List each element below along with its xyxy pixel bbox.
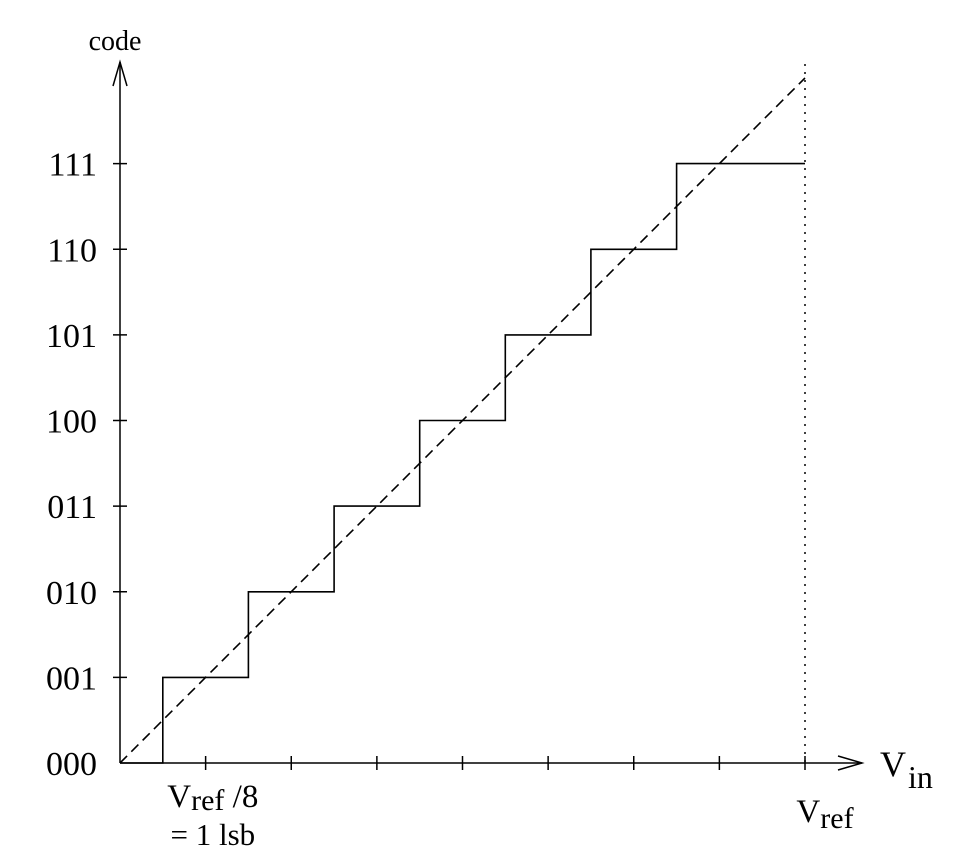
y-axis-title: code <box>89 26 142 57</box>
x-axis-title-main: V <box>880 744 906 784</box>
x-end-label-sub: ref <box>820 802 853 835</box>
x-axis-arrowhead <box>837 755 865 771</box>
x-unit-label-sub: ref <box>191 784 224 817</box>
x-end-label-main: V <box>796 794 820 830</box>
y-tick-label: 100 <box>46 404 97 441</box>
x-axis-title-sub: in <box>908 759 933 795</box>
series-layer <box>119 77 806 764</box>
y-tick-label: 001 <box>46 660 97 697</box>
y-tick-label: 010 <box>46 575 97 612</box>
y-tick-label: 110 <box>47 232 97 269</box>
x-unit-label-line1: Vref /8 <box>167 779 258 817</box>
axes <box>112 59 865 771</box>
ideal-line <box>119 77 806 764</box>
x-unit-label-line2: = 1 lsb <box>170 817 255 852</box>
x-end-label: Vref <box>796 794 853 835</box>
x-unit-label-suffix: /8 <box>224 779 258 815</box>
y-tick-label: 111 <box>49 147 97 184</box>
x-unit-label-main: V <box>167 779 191 815</box>
y-tick-label: 101 <box>46 318 97 355</box>
labels: code Vin Vref /8 = 1 lsb Vref <box>89 26 933 852</box>
x-axis-title: Vin <box>880 744 933 795</box>
y-tick-label: 011 <box>47 489 97 526</box>
ticks: 000 001 010 011 100 101 110 111 <box>46 147 806 783</box>
y-axis-arrowhead <box>112 59 128 87</box>
staircase-line <box>120 162 805 764</box>
y-tick-label: 000 <box>46 746 97 783</box>
